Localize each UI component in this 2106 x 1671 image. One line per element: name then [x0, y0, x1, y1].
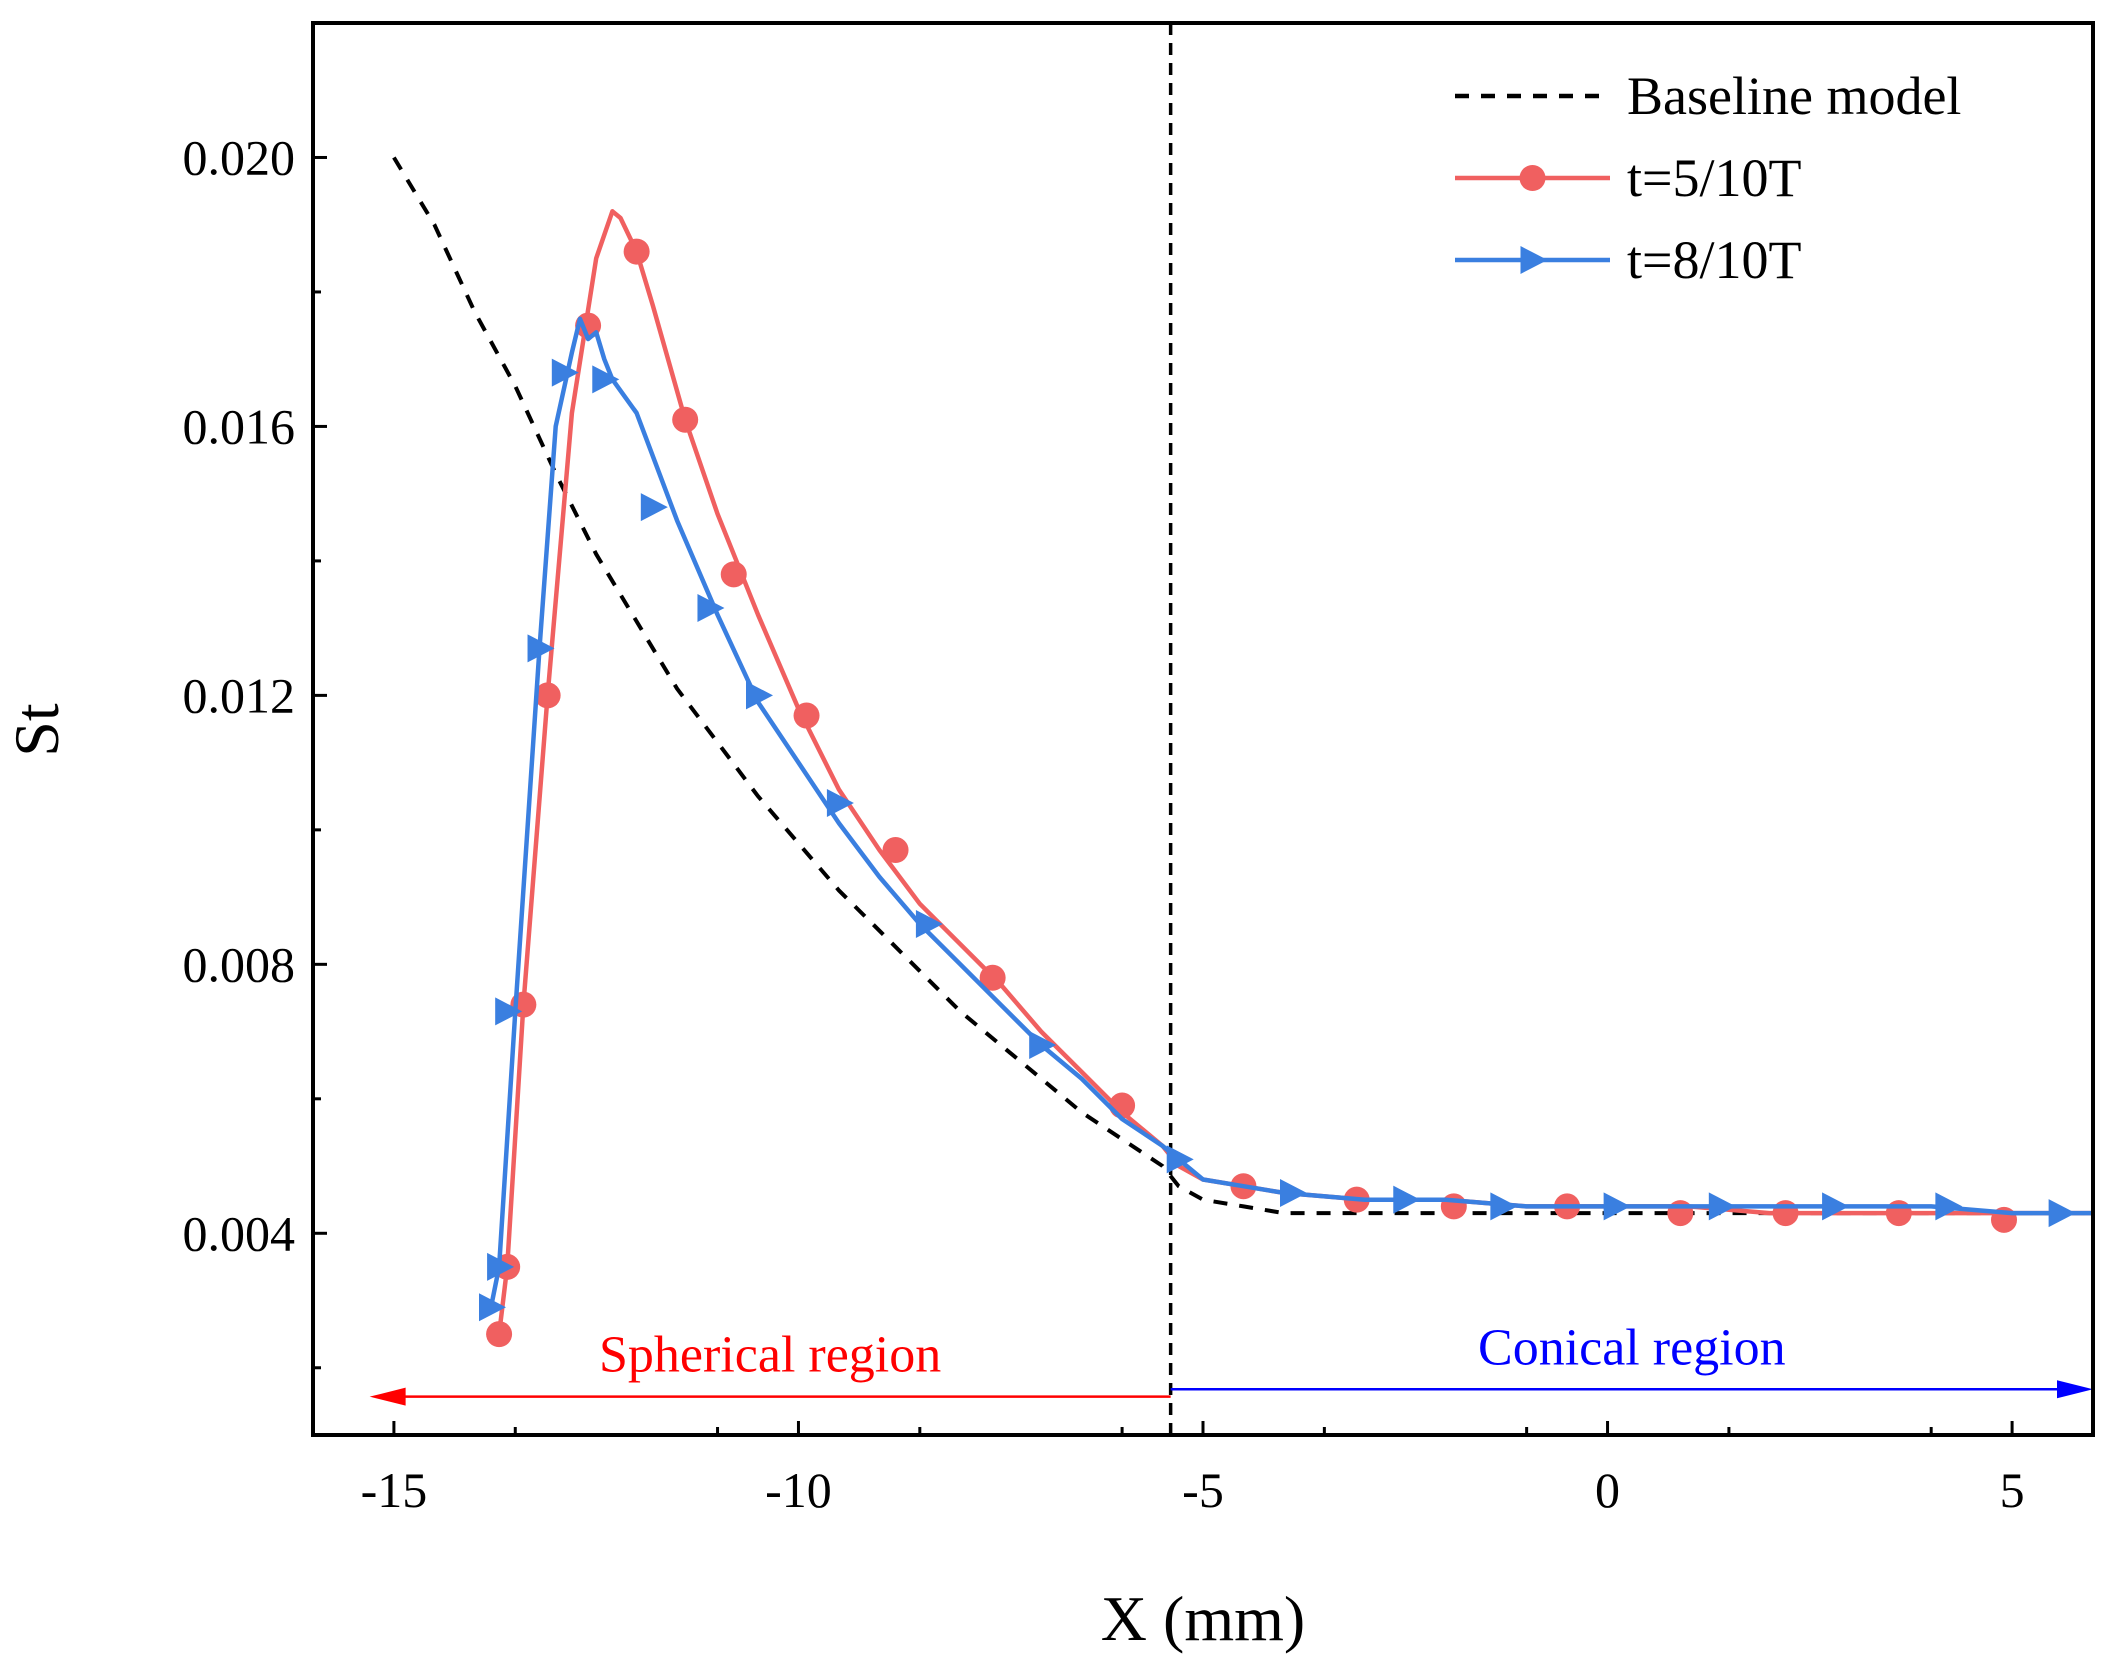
- data-point-triangle: [487, 1252, 515, 1281]
- region-label: Spherical region: [599, 1327, 941, 1384]
- data-point-triangle: [746, 681, 773, 710]
- data-point-circle: [486, 1321, 513, 1348]
- data-point-triangle: [1708, 1192, 1736, 1221]
- y-tick-label: 0.008: [183, 936, 296, 992]
- data-point-triangle: [551, 358, 579, 387]
- y-tick-label: 0.016: [183, 398, 296, 454]
- data-point-circle: [672, 406, 699, 433]
- legend-label: t=5/10T: [1627, 148, 1801, 208]
- data-point-circle: [1772, 1200, 1799, 1227]
- data-point-triangle: [2048, 1199, 2076, 1228]
- data-point-triangle: [479, 1293, 506, 1322]
- data-point-triangle: [915, 909, 943, 938]
- data-point-triangle: [1280, 1178, 1307, 1207]
- data-point-circle: [1109, 1092, 1136, 1119]
- data-point-triangle: [1393, 1185, 1421, 1214]
- data-point-triangle: [640, 493, 668, 522]
- data-point-triangle: [1029, 1031, 1057, 1060]
- data-point-triangle: [495, 997, 523, 1026]
- data-point-circle: [1519, 165, 1546, 191]
- data-point-triangle: [826, 788, 854, 817]
- x-tick-label: 0: [1595, 1462, 1620, 1518]
- y-tick-label: 0.012: [183, 667, 296, 723]
- data-point-circle: [1885, 1200, 1912, 1227]
- data-point-triangle: [1603, 1192, 1631, 1221]
- data-point-triangle: [527, 634, 555, 663]
- x-tick-label: 5: [2000, 1462, 2025, 1518]
- data-point-triangle: [1490, 1192, 1518, 1221]
- x-tick-label: -15: [361, 1462, 428, 1518]
- region-arrow-head: [369, 1387, 406, 1406]
- y-axis-label: St: [1, 703, 72, 757]
- x-tick-label: -5: [1182, 1462, 1224, 1518]
- y-tick-label: 0.004: [183, 1205, 296, 1261]
- plot-frame: [311, 21, 2095, 1437]
- series-line-t-8-10t: [488, 316, 2093, 1308]
- x-tick-label: -10: [765, 1462, 832, 1518]
- data-point-circle: [1440, 1193, 1467, 1220]
- data-point-circle: [534, 682, 561, 709]
- data-point-triangle: [1822, 1192, 1850, 1221]
- data-point-triangle: [1166, 1145, 1194, 1174]
- data-point-triangle: [697, 593, 725, 622]
- data-point-circle: [1667, 1200, 1694, 1227]
- y-tick-label: 0.020: [183, 129, 296, 185]
- legend-label: t=8/10T: [1627, 230, 1801, 290]
- region-label: Conical region: [1478, 1319, 1786, 1376]
- legend-label: Baseline model: [1627, 66, 1961, 126]
- data-point-triangle: [1520, 246, 1548, 274]
- data-point-triangle: [1935, 1192, 1963, 1221]
- x-axis-label: X (mm): [1101, 1583, 1305, 1654]
- data-point-circle: [623, 238, 650, 265]
- data-point-triangle: [592, 365, 620, 394]
- region-arrow-head: [2057, 1380, 2093, 1399]
- data-point-circle: [882, 837, 909, 864]
- data-point-circle: [979, 964, 1006, 991]
- data-point-circle: [793, 702, 820, 729]
- data-point-circle: [720, 561, 747, 588]
